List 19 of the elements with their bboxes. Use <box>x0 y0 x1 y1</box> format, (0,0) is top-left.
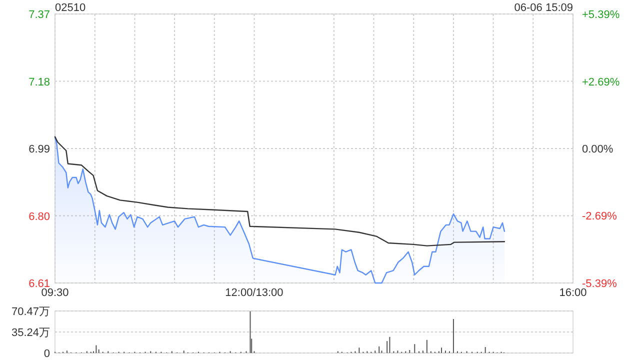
y-tick-label: 7.18 <box>28 76 50 88</box>
y2-tick-label: +5.39% <box>582 9 620 21</box>
chart-title: 02510 <box>55 2 86 14</box>
y-tick-label: 35.24万 <box>11 326 50 339</box>
y2-tick-label: -5.39% <box>582 278 618 290</box>
y2-tick-label: +2.69% <box>582 76 620 88</box>
y-tick-label: 0 <box>44 348 50 360</box>
line-series <box>54 136 506 246</box>
x-tick-label: 12:00/13:00 <box>225 287 284 299</box>
x-tick-label: 09:30 <box>41 287 69 299</box>
y-tick-label: 70.47万 <box>11 306 50 318</box>
y-tick-label: 6.99 <box>28 144 50 156</box>
y-tick-label: 7.37 <box>28 9 50 21</box>
y2-tick-label: -2.69% <box>582 210 618 223</box>
y-tick-label: 6.61 <box>28 278 50 290</box>
y-tick-label: 6.80 <box>28 210 50 223</box>
y2-tick-label: 0.00% <box>582 144 614 156</box>
x-tick-label: 16:00 <box>559 287 587 299</box>
annotation: 06-06 15:09 <box>514 2 573 14</box>
